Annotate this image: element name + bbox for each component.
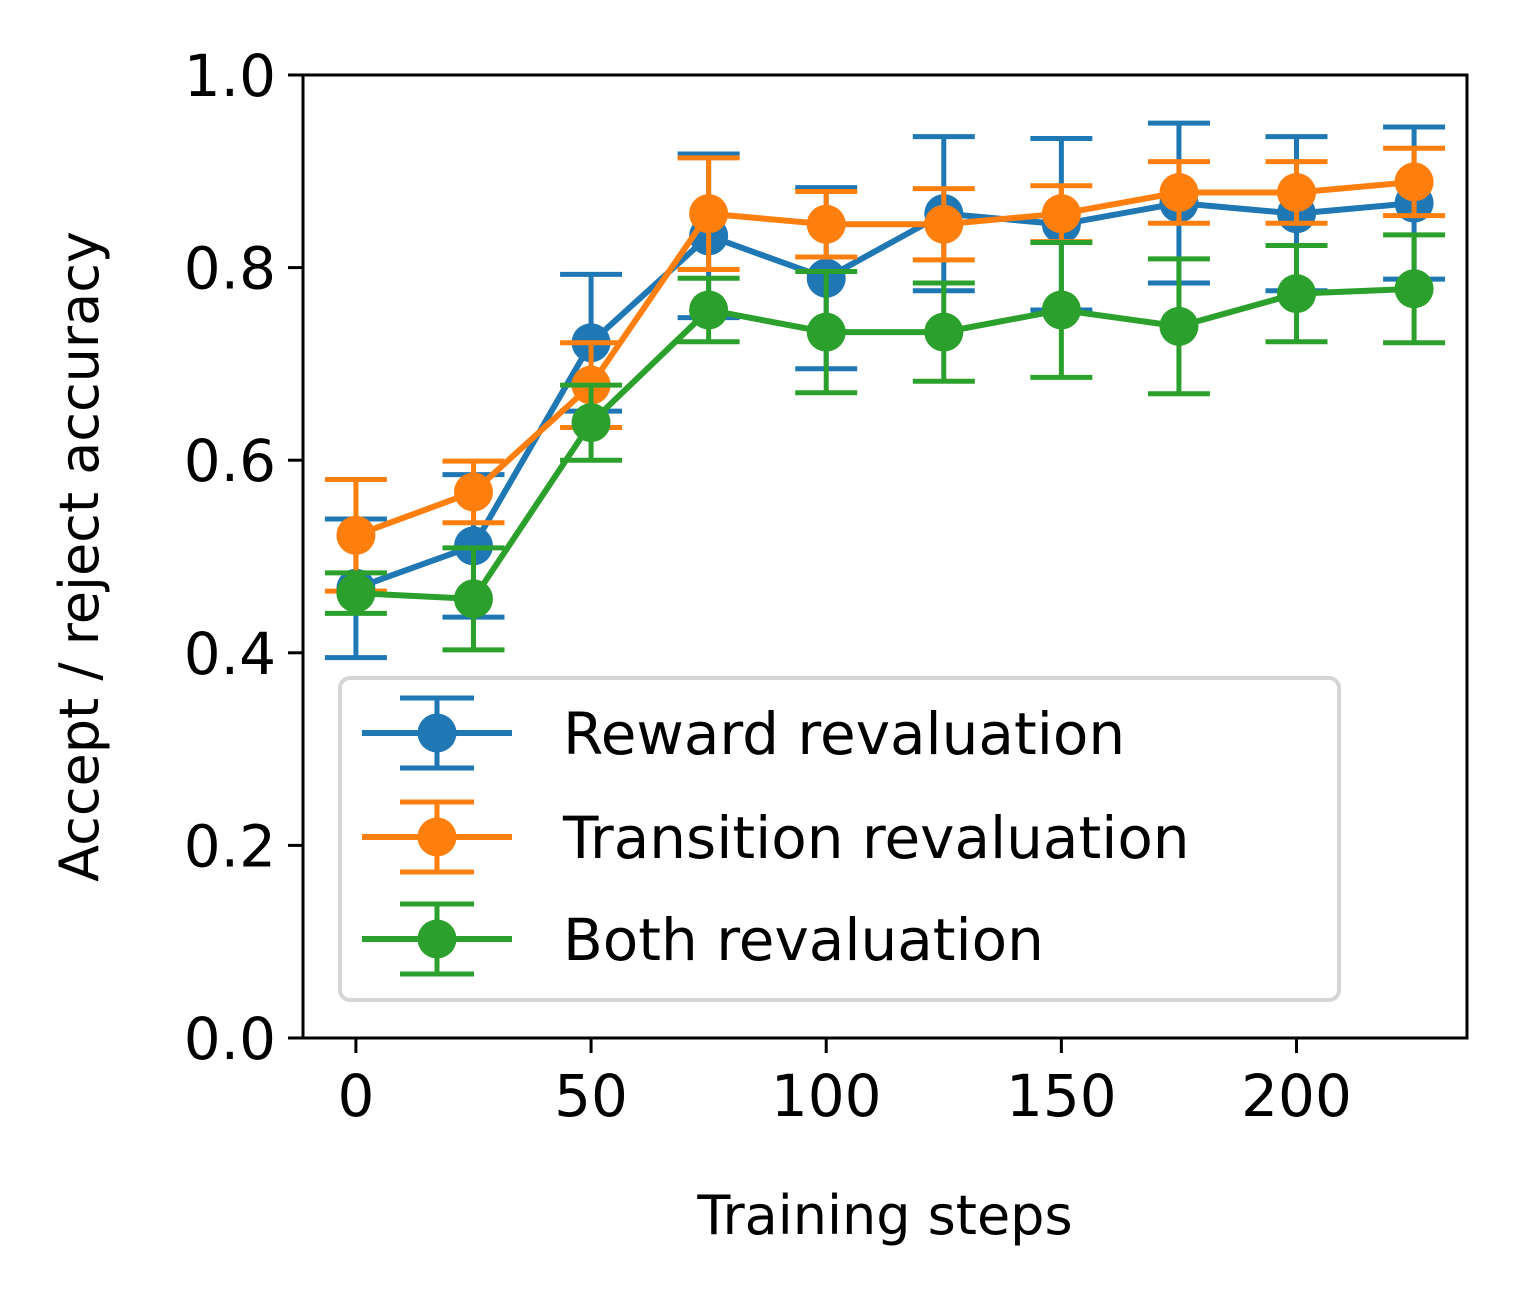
legend: Reward revaluation Transition revaluation… [338, 676, 1341, 1002]
legend-entry: Reward revaluation [362, 695, 1125, 771]
data-point [1277, 172, 1317, 212]
legend-box [338, 676, 1341, 1002]
y-tick-label: 0.4 [184, 620, 276, 688]
series-layer [324, 120, 1446, 661]
y-tick-label: 1.0 [184, 42, 276, 110]
series-1 [324, 145, 1446, 594]
y-tick-label: 0.2 [184, 812, 276, 880]
legend-marker [417, 713, 457, 753]
legend-label: Transition revaluation [562, 804, 1190, 872]
data-point [453, 579, 493, 619]
data-point [571, 403, 611, 443]
data-point [689, 194, 729, 234]
legend-entry: Transition revaluation [362, 799, 1190, 875]
data-point [1041, 194, 1081, 234]
data-point [924, 312, 964, 352]
y-axis-ticks: 0.0 0.2 0.4 0.6 0.8 1.0 [184, 42, 303, 1073]
data-point [1394, 269, 1434, 309]
data-point [336, 573, 376, 613]
data-point [453, 472, 493, 512]
series-line [354, 200, 1415, 592]
x-axis-ticks: 0 50 100 150 200 [337, 1038, 1352, 1130]
data-point [1159, 172, 1199, 212]
series-line [355, 285, 1415, 602]
data-point [806, 204, 846, 244]
legend-entry: Both revaluation [362, 901, 1044, 977]
legend-label: Both revaluation [563, 906, 1044, 974]
legend-marker [417, 919, 457, 959]
legend-marker [417, 817, 457, 857]
x-tick-label: 200 [1241, 1062, 1352, 1130]
y-tick-label: 0.8 [184, 235, 276, 303]
x-tick-label: 50 [554, 1062, 628, 1130]
y-tick-label: 0.6 [184, 427, 276, 495]
data-point [806, 312, 846, 352]
series-line [354, 178, 1415, 539]
data-point [1159, 306, 1199, 346]
y-tick-label: 0.0 [184, 1005, 276, 1073]
data-point [1041, 290, 1081, 330]
legend-label: Reward revaluation [563, 700, 1125, 768]
data-point [1277, 274, 1317, 314]
series-2 [324, 232, 1446, 653]
data-point [689, 290, 729, 330]
y-axis-label: Accept / reject accuracy [48, 231, 111, 882]
data-point [336, 515, 376, 555]
x-tick-label: 150 [1006, 1062, 1117, 1130]
plot-frame [301, 73, 1469, 1040]
data-point [924, 204, 964, 244]
x-axis-label: Training steps [696, 1184, 1072, 1247]
series-0 [324, 120, 1446, 661]
data-point [1394, 162, 1434, 202]
x-tick-label: 0 [337, 1062, 374, 1130]
x-tick-label: 100 [771, 1062, 882, 1130]
